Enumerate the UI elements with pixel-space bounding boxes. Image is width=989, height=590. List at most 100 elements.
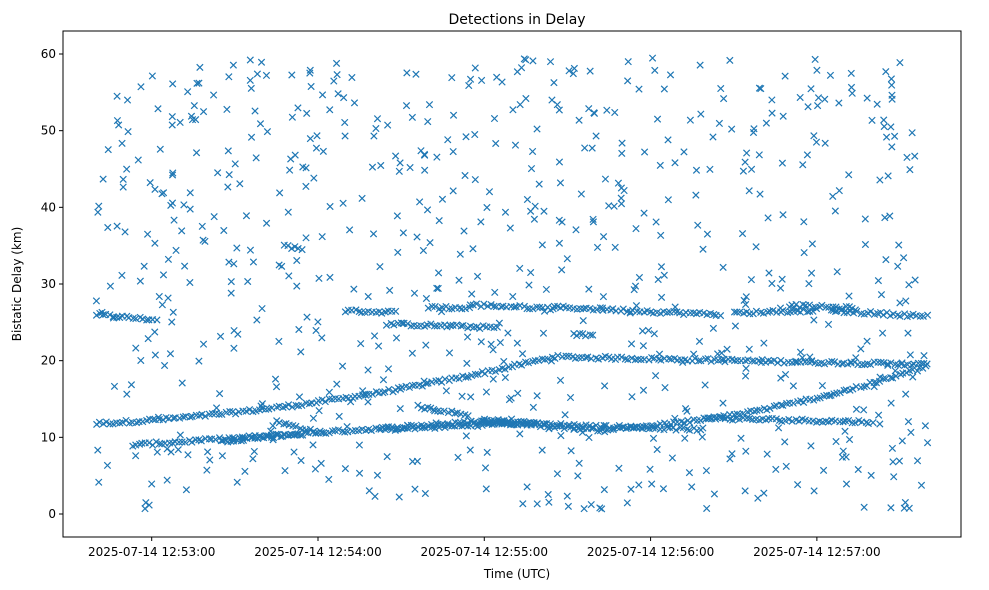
detection-point <box>309 441 317 449</box>
detection-point <box>104 223 112 232</box>
detection-point <box>474 370 482 378</box>
detection-point <box>132 344 140 352</box>
detection-point <box>907 428 915 437</box>
detection-point <box>785 415 793 424</box>
detection-point <box>601 428 609 436</box>
detection-point <box>341 465 350 473</box>
detection-point <box>332 59 341 67</box>
detection-point <box>110 382 119 390</box>
detection-point <box>793 481 802 489</box>
detection-point <box>768 96 776 104</box>
detection-point <box>312 429 320 437</box>
detection-point <box>563 255 571 263</box>
detection-point <box>413 233 421 241</box>
detection-point <box>275 261 283 269</box>
detection-point <box>882 255 890 264</box>
detection-point <box>779 211 787 219</box>
detection-point <box>876 420 884 428</box>
detection-point <box>686 309 694 317</box>
detection-point <box>312 326 320 335</box>
detection-point <box>298 401 306 409</box>
detection-point <box>671 303 679 311</box>
detection-point <box>550 302 558 310</box>
detection-point <box>581 144 589 152</box>
detection-point <box>230 344 238 352</box>
detection-point <box>765 269 773 277</box>
detection-point <box>575 459 583 467</box>
detection-point <box>294 104 302 112</box>
detection-point <box>577 190 585 198</box>
detection-point <box>370 332 379 340</box>
detection-point <box>529 357 537 366</box>
detection-point <box>827 391 835 399</box>
detection-point <box>601 175 610 183</box>
detection-point <box>368 390 377 398</box>
detection-point <box>316 427 324 435</box>
detection-point <box>313 132 321 140</box>
detection-point <box>836 388 844 397</box>
detection-point <box>326 106 334 114</box>
detection-point <box>691 354 699 363</box>
detection-point <box>216 332 225 341</box>
detection-point <box>851 419 859 427</box>
y-tick-label: 20 <box>41 354 56 368</box>
detection-point <box>533 125 541 133</box>
detection-point <box>297 348 305 356</box>
detection-point <box>516 430 524 438</box>
detection-point <box>186 413 194 421</box>
detection-point <box>699 245 707 253</box>
detection-point <box>895 457 904 465</box>
detection-point <box>921 422 930 430</box>
detection-point <box>477 76 486 85</box>
detection-point <box>168 171 177 179</box>
detection-point <box>764 308 772 316</box>
detection-point <box>471 370 480 379</box>
detection-point <box>874 358 882 366</box>
detection-point <box>553 101 561 109</box>
detection-point <box>829 192 837 201</box>
detection-point <box>333 380 341 388</box>
detection-point <box>887 123 895 131</box>
detection-point <box>98 308 106 316</box>
detection-point <box>340 94 348 102</box>
detection-point <box>849 385 857 393</box>
detection-point <box>730 356 739 365</box>
detection-point <box>470 323 478 331</box>
detection-point <box>318 334 326 342</box>
detection-point <box>319 147 327 155</box>
detection-point <box>638 327 647 335</box>
detection-point <box>501 373 509 382</box>
detection-point <box>298 245 306 254</box>
detection-point <box>789 382 798 390</box>
detection-point <box>535 180 543 188</box>
detection-point <box>312 144 321 152</box>
detection-point <box>717 84 725 93</box>
detection-point <box>364 398 372 406</box>
detection-point <box>449 187 457 195</box>
detection-point <box>411 485 419 493</box>
detection-point <box>483 203 491 212</box>
detection-point <box>888 81 896 89</box>
detection-point <box>490 114 499 123</box>
detection-point <box>153 316 161 324</box>
detection-point <box>168 121 176 129</box>
detection-point <box>545 425 553 433</box>
detection-point <box>335 412 343 421</box>
detection-point <box>703 230 712 238</box>
y-tick-label: 0 <box>48 507 56 521</box>
detection-point <box>523 304 531 313</box>
detection-point <box>895 241 903 249</box>
detection-point <box>742 149 751 157</box>
detection-point <box>445 349 454 357</box>
detection-point <box>599 293 608 301</box>
detection-point <box>288 403 296 411</box>
detection-point <box>632 224 640 233</box>
detection-point <box>94 208 102 216</box>
detection-point <box>738 229 747 238</box>
detection-point <box>455 375 463 383</box>
detection-point <box>627 340 636 348</box>
detection-point <box>201 237 209 245</box>
detection-point <box>781 72 789 80</box>
detection-point <box>257 58 266 66</box>
detection-point <box>693 416 701 425</box>
